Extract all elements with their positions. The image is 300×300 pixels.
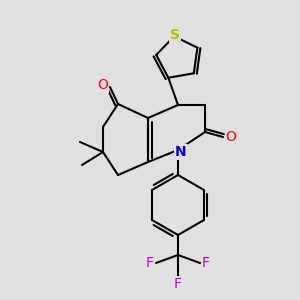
Text: S: S [170,28,180,42]
Text: F: F [202,256,210,270]
Text: F: F [146,256,154,270]
Text: F: F [174,277,182,291]
Text: O: O [226,130,236,144]
Text: N: N [175,145,187,159]
Text: O: O [98,78,108,92]
